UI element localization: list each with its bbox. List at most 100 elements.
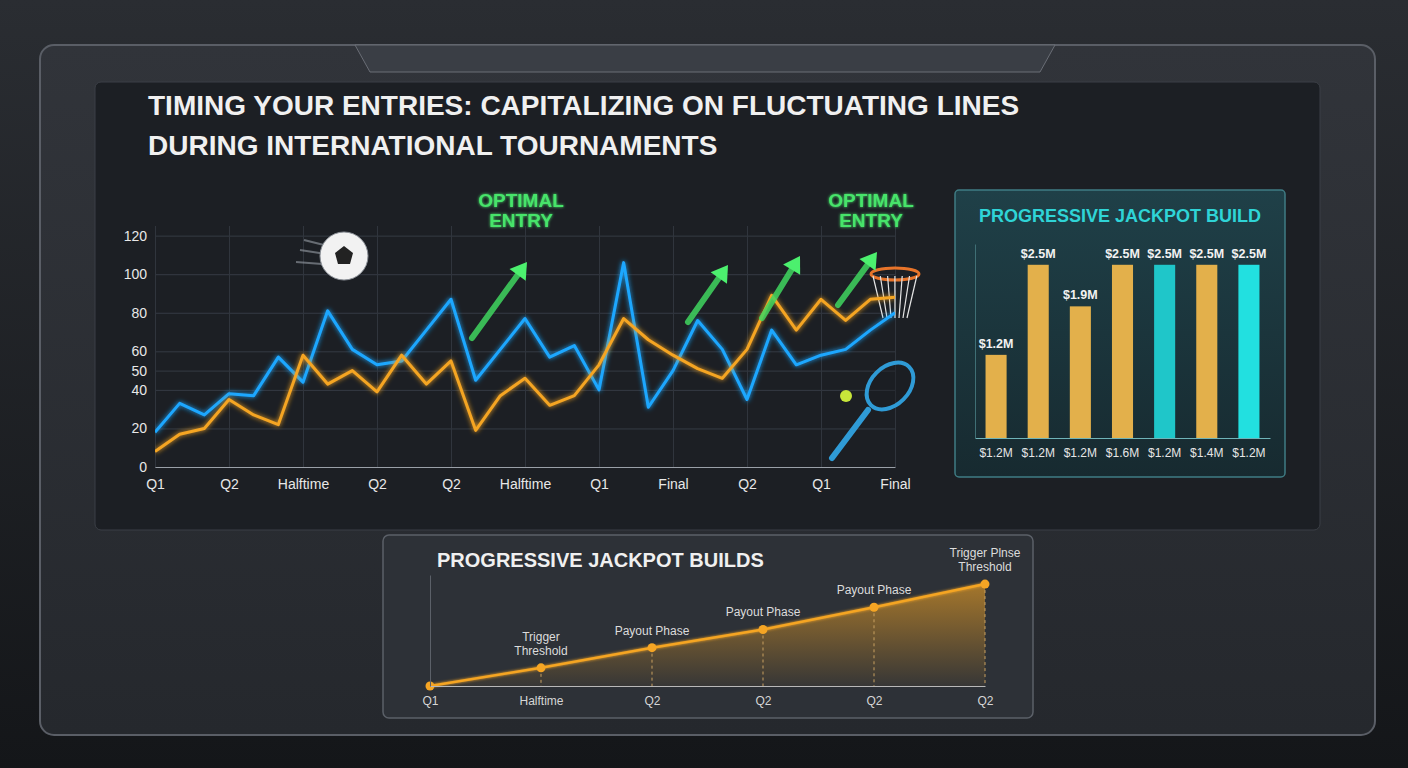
bar-panel — [955, 190, 1285, 477]
top-bezel — [355, 45, 1055, 72]
tennis-ball — [840, 390, 852, 402]
y-tick-label: 20 — [131, 420, 147, 436]
x-tick-label: Final — [658, 476, 688, 492]
x-tick: Final — [658, 226, 688, 492]
plot-area — [986, 265, 1260, 438]
grid-line — [155, 467, 895, 468]
x-tick: $1.2M — [1022, 438, 1055, 460]
x-tick: Q2 — [738, 226, 757, 492]
data-label: $2.5M — [1021, 247, 1056, 261]
plot-area — [155, 263, 895, 452]
x-tick-label: Q1 — [590, 476, 609, 492]
data-label: $2.5M — [1189, 247, 1224, 261]
arrow-head — [510, 262, 527, 281]
data-label: $1.9M — [1063, 288, 1098, 302]
x-tick-label: Halftime — [500, 476, 552, 492]
y-axis: 02040506080100120 — [124, 227, 895, 475]
x-tick-label: Q2 — [738, 476, 757, 492]
text-line: Threshold — [958, 560, 1011, 574]
grid-line — [451, 226, 452, 467]
data-label: $2.5M — [1105, 247, 1140, 261]
y-tick-label: 80 — [131, 305, 147, 321]
drop-line — [985, 584, 986, 686]
x-tick-label: $1.2M — [1064, 446, 1097, 460]
x-tick-label: Q1 — [812, 476, 831, 492]
plot-area — [426, 580, 990, 691]
drop-line — [763, 629, 764, 686]
x-tick: Q2 — [755, 686, 771, 708]
x-tick-label: Q1 — [422, 694, 438, 708]
data-point — [537, 663, 546, 672]
motion-streak — [296, 262, 322, 264]
hoop-net — [907, 276, 917, 318]
x-tick-label: $1.6M — [1106, 446, 1139, 460]
x-tick-label: Halftime — [519, 694, 563, 708]
data-label: $1.2M — [979, 337, 1014, 351]
x-tick-label: Q2 — [220, 476, 239, 492]
chart-title: PROGRESSIVE JACKPOT BUILD — [979, 206, 1261, 226]
x-tick: $1.6M — [1106, 438, 1139, 460]
x-tick-label: Q2 — [977, 694, 993, 708]
y-axis-line — [430, 576, 431, 687]
y-tick-label: 50 — [131, 363, 147, 379]
x-tick: Q2 — [220, 226, 239, 492]
y-tick-label: 100 — [124, 266, 148, 282]
annotation-arrows — [472, 252, 877, 338]
x-tick: $1.2M — [1064, 438, 1097, 460]
text-line: Payout Phase — [615, 624, 690, 638]
x-tick-label: $1.2M — [1148, 446, 1181, 460]
x-tick-label: $1.4M — [1190, 446, 1223, 460]
text-line: Payout Phase — [726, 605, 801, 619]
grid-line — [673, 226, 674, 467]
x-axis: $1.2M $1.2M $1.2M $1.6M $1.2M $1.4M $1.2M — [976, 438, 1271, 460]
racket-head — [857, 353, 922, 418]
grid-line — [377, 226, 378, 467]
grid-line — [525, 226, 526, 467]
x-axis-line — [431, 686, 986, 687]
x-tick-label: Q2 — [368, 476, 387, 492]
arrow-head — [859, 252, 877, 271]
area-chart: PROGRESSIVE JACKPOT BUILDS TriggerThresho… — [383, 535, 1033, 718]
x-tick-label: Final — [880, 476, 910, 492]
x-axis-line — [976, 438, 1271, 439]
chart-title: PROGRESSIVE JACKPOT BUILDS — [437, 549, 764, 571]
arrow-head — [783, 256, 800, 275]
x-tick-label: Q2 — [644, 694, 660, 708]
x-tick: $1.2M — [1232, 438, 1265, 460]
annotation: TriggerThreshold — [514, 630, 567, 658]
y-axis — [430, 576, 431, 687]
bar — [1112, 265, 1133, 438]
x-tick: Q2 — [368, 226, 387, 492]
ball-patch — [335, 246, 353, 264]
annotation: OPTIMALENTRY — [828, 190, 914, 231]
arrow-shaft — [472, 275, 518, 338]
outer-panel — [40, 45, 1375, 735]
arrow-shaft — [838, 265, 868, 305]
y-tick-label: 60 — [131, 343, 147, 359]
data-label: $2.5M — [1232, 247, 1267, 261]
accent-line — [1065, 564, 1310, 567]
accent-line — [1060, 689, 1310, 692]
text-line: TIMING YOUR ENTRIES: CAPITALIZING ON FLU… — [148, 90, 1019, 121]
y-tick: 20 — [131, 420, 895, 436]
x-tick: Halftime — [519, 686, 563, 708]
bar — [1154, 265, 1175, 438]
x-tick: Halftime — [500, 226, 552, 492]
drop-line — [874, 607, 875, 686]
area-panel — [383, 535, 1033, 718]
grid-line — [229, 226, 230, 467]
x-axis: Q1HalftimeQ2Q2Q2Q2 — [422, 686, 993, 708]
data-point — [981, 580, 990, 589]
x-tick: $1.4M — [1190, 438, 1223, 460]
accent-line — [1062, 63, 1300, 66]
series-line — [155, 263, 895, 433]
accent-line — [100, 689, 350, 692]
x-tick: Q2 — [644, 686, 660, 708]
x-tick-label: $1.2M — [979, 446, 1012, 460]
grid-line — [599, 226, 600, 467]
text-line: Payout Phase — [837, 583, 912, 597]
x-tick-label: Q2 — [442, 476, 461, 492]
text-line: OPTIMAL — [828, 190, 914, 211]
x-tick-label: Q2 — [755, 694, 771, 708]
x-tick-label: $1.2M — [1232, 446, 1265, 460]
